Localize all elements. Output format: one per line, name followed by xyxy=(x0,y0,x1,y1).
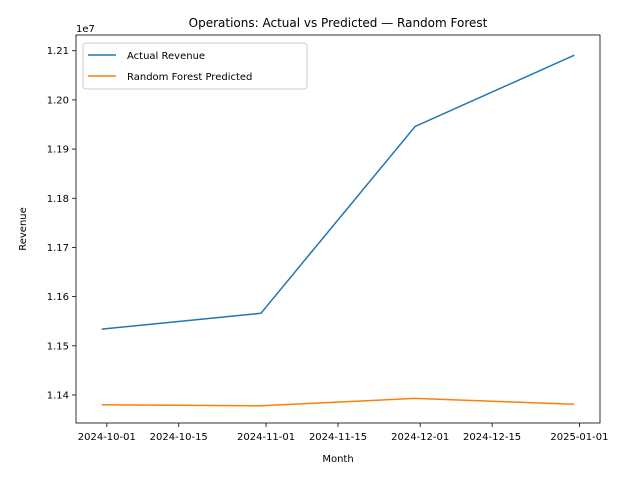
x-tick-label-1: 2024-10-15 xyxy=(150,432,208,443)
y-axis-label: Revenue xyxy=(18,207,29,251)
y-axis-ticks: 1.14 1.15 1.16 1.17 1.18 1.19 1.20 1.21 xyxy=(47,46,76,401)
series-line-0 xyxy=(101,54,575,330)
y-tick-label-2: 1.16 xyxy=(47,292,69,303)
y-tick-label-3: 1.17 xyxy=(47,243,69,254)
plot-area: 2024-10-01 2024-10-15 2024-11-01 2024-11-15… xyxy=(47,34,609,443)
x-tick-label-3: 2024-11-15 xyxy=(309,432,367,443)
y-tick-label-7: 1.21 xyxy=(47,46,69,57)
x-axis-label: Month xyxy=(322,454,353,465)
y-tick-label-0: 1.14 xyxy=(47,390,69,401)
series-line-1 xyxy=(101,397,575,407)
chart-title: Operations: Actual vs Predicted — Random… xyxy=(189,16,488,30)
x-tick-label-0: 2024-10-01 xyxy=(78,432,136,443)
y-offset-label: 1e7 xyxy=(76,24,95,35)
y-tick-label-4: 1.18 xyxy=(47,194,69,205)
x-tick-label-4: 2024-12-01 xyxy=(391,432,449,443)
series-lines xyxy=(101,54,575,407)
legend-box xyxy=(82,42,308,90)
x-axis-ticks: 2024-10-01 2024-10-15 2024-11-01 2024-11-15… xyxy=(78,423,609,443)
y-tick-label-5: 1.19 xyxy=(47,145,69,156)
y-tick-label-6: 1.20 xyxy=(47,95,69,106)
x-tick-label-6: 2025-01-01 xyxy=(550,432,608,443)
x-tick-label-2: 2024-11-01 xyxy=(237,432,295,443)
legend-entry-0: Actual Revenue xyxy=(127,51,205,62)
legend: Actual Revenue Random Forest Predicted xyxy=(82,42,308,90)
legend-entry-1: Random Forest Predicted xyxy=(127,72,252,83)
y-tick-label-1: 1.15 xyxy=(47,341,69,352)
plot-frame xyxy=(75,34,601,424)
x-tick-label-5: 2024-12-15 xyxy=(463,432,521,443)
